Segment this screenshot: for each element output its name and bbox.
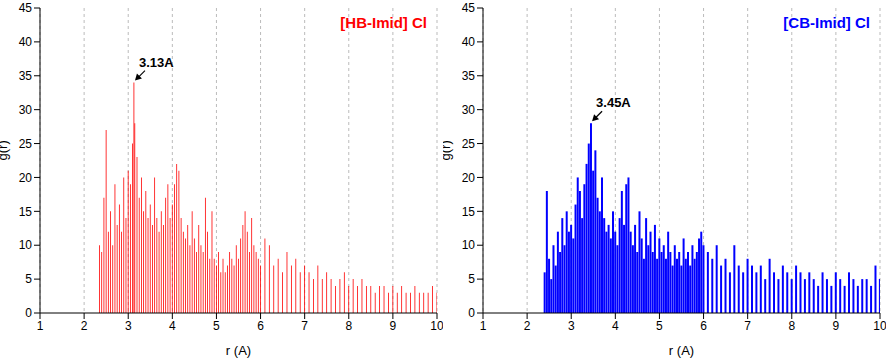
svg-text:8: 8	[345, 319, 352, 333]
svg-text:3.45A: 3.45A	[596, 95, 631, 110]
svg-text:35: 35	[19, 69, 33, 83]
svg-text:10: 10	[462, 238, 476, 252]
html-text:[HB-Imid] Cl: [HB-Imid] Cl	[340, 14, 427, 31]
svg-text:0: 0	[468, 306, 475, 320]
svg-text:5: 5	[656, 319, 663, 333]
svg-text:3: 3	[125, 319, 132, 333]
svg-text:10: 10	[873, 319, 878, 333]
svg-text:7: 7	[744, 319, 751, 333]
svg-text:30: 30	[462, 103, 476, 117]
svg-text:4: 4	[169, 319, 176, 333]
svg-text:1: 1	[480, 319, 487, 333]
svg-text:r (A): r (A)	[669, 343, 694, 358]
svg-text:6: 6	[257, 319, 264, 333]
svg-text:9: 9	[833, 319, 840, 333]
svg-text:25: 25	[19, 137, 33, 151]
svg-text:2: 2	[81, 319, 88, 333]
svg-text:8: 8	[788, 319, 795, 333]
svg-text:25: 25	[462, 137, 476, 151]
svg-text:15: 15	[462, 205, 476, 219]
svg-text:0: 0	[25, 306, 32, 320]
svg-text:45: 45	[462, 1, 476, 15]
svg-text:5: 5	[468, 272, 475, 286]
svg-text:5: 5	[25, 272, 32, 286]
svg-text:20: 20	[462, 171, 476, 185]
svg-text:4: 4	[612, 319, 619, 333]
svg-text:1: 1	[37, 319, 44, 333]
svg-text:30: 30	[19, 103, 33, 117]
svg-text:15: 15	[19, 205, 33, 219]
svg-text:40: 40	[462, 35, 476, 49]
svg-text:2: 2	[524, 319, 531, 333]
svg-text:3: 3	[568, 319, 575, 333]
svg-text:10: 10	[19, 238, 33, 252]
svg-text:g(r): g(r)	[443, 140, 453, 160]
svg-text:9: 9	[390, 319, 397, 333]
svg-text:3.13A: 3.13A	[139, 55, 174, 70]
svg-text:40: 40	[19, 35, 33, 49]
svg-text:35: 35	[462, 69, 476, 83]
svg-text:20: 20	[19, 171, 33, 185]
svg-text:6: 6	[700, 319, 707, 333]
svg-text:r (A): r (A)	[226, 343, 251, 358]
svg-text:7: 7	[301, 319, 308, 333]
svg-text:5: 5	[213, 319, 220, 333]
svg-text:g(r): g(r)	[8, 140, 10, 160]
svg-text:45: 45	[19, 1, 33, 15]
html-text:[CB-Imid] Cl: [CB-Imid] Cl	[783, 14, 870, 31]
svg-text:10: 10	[430, 319, 443, 333]
